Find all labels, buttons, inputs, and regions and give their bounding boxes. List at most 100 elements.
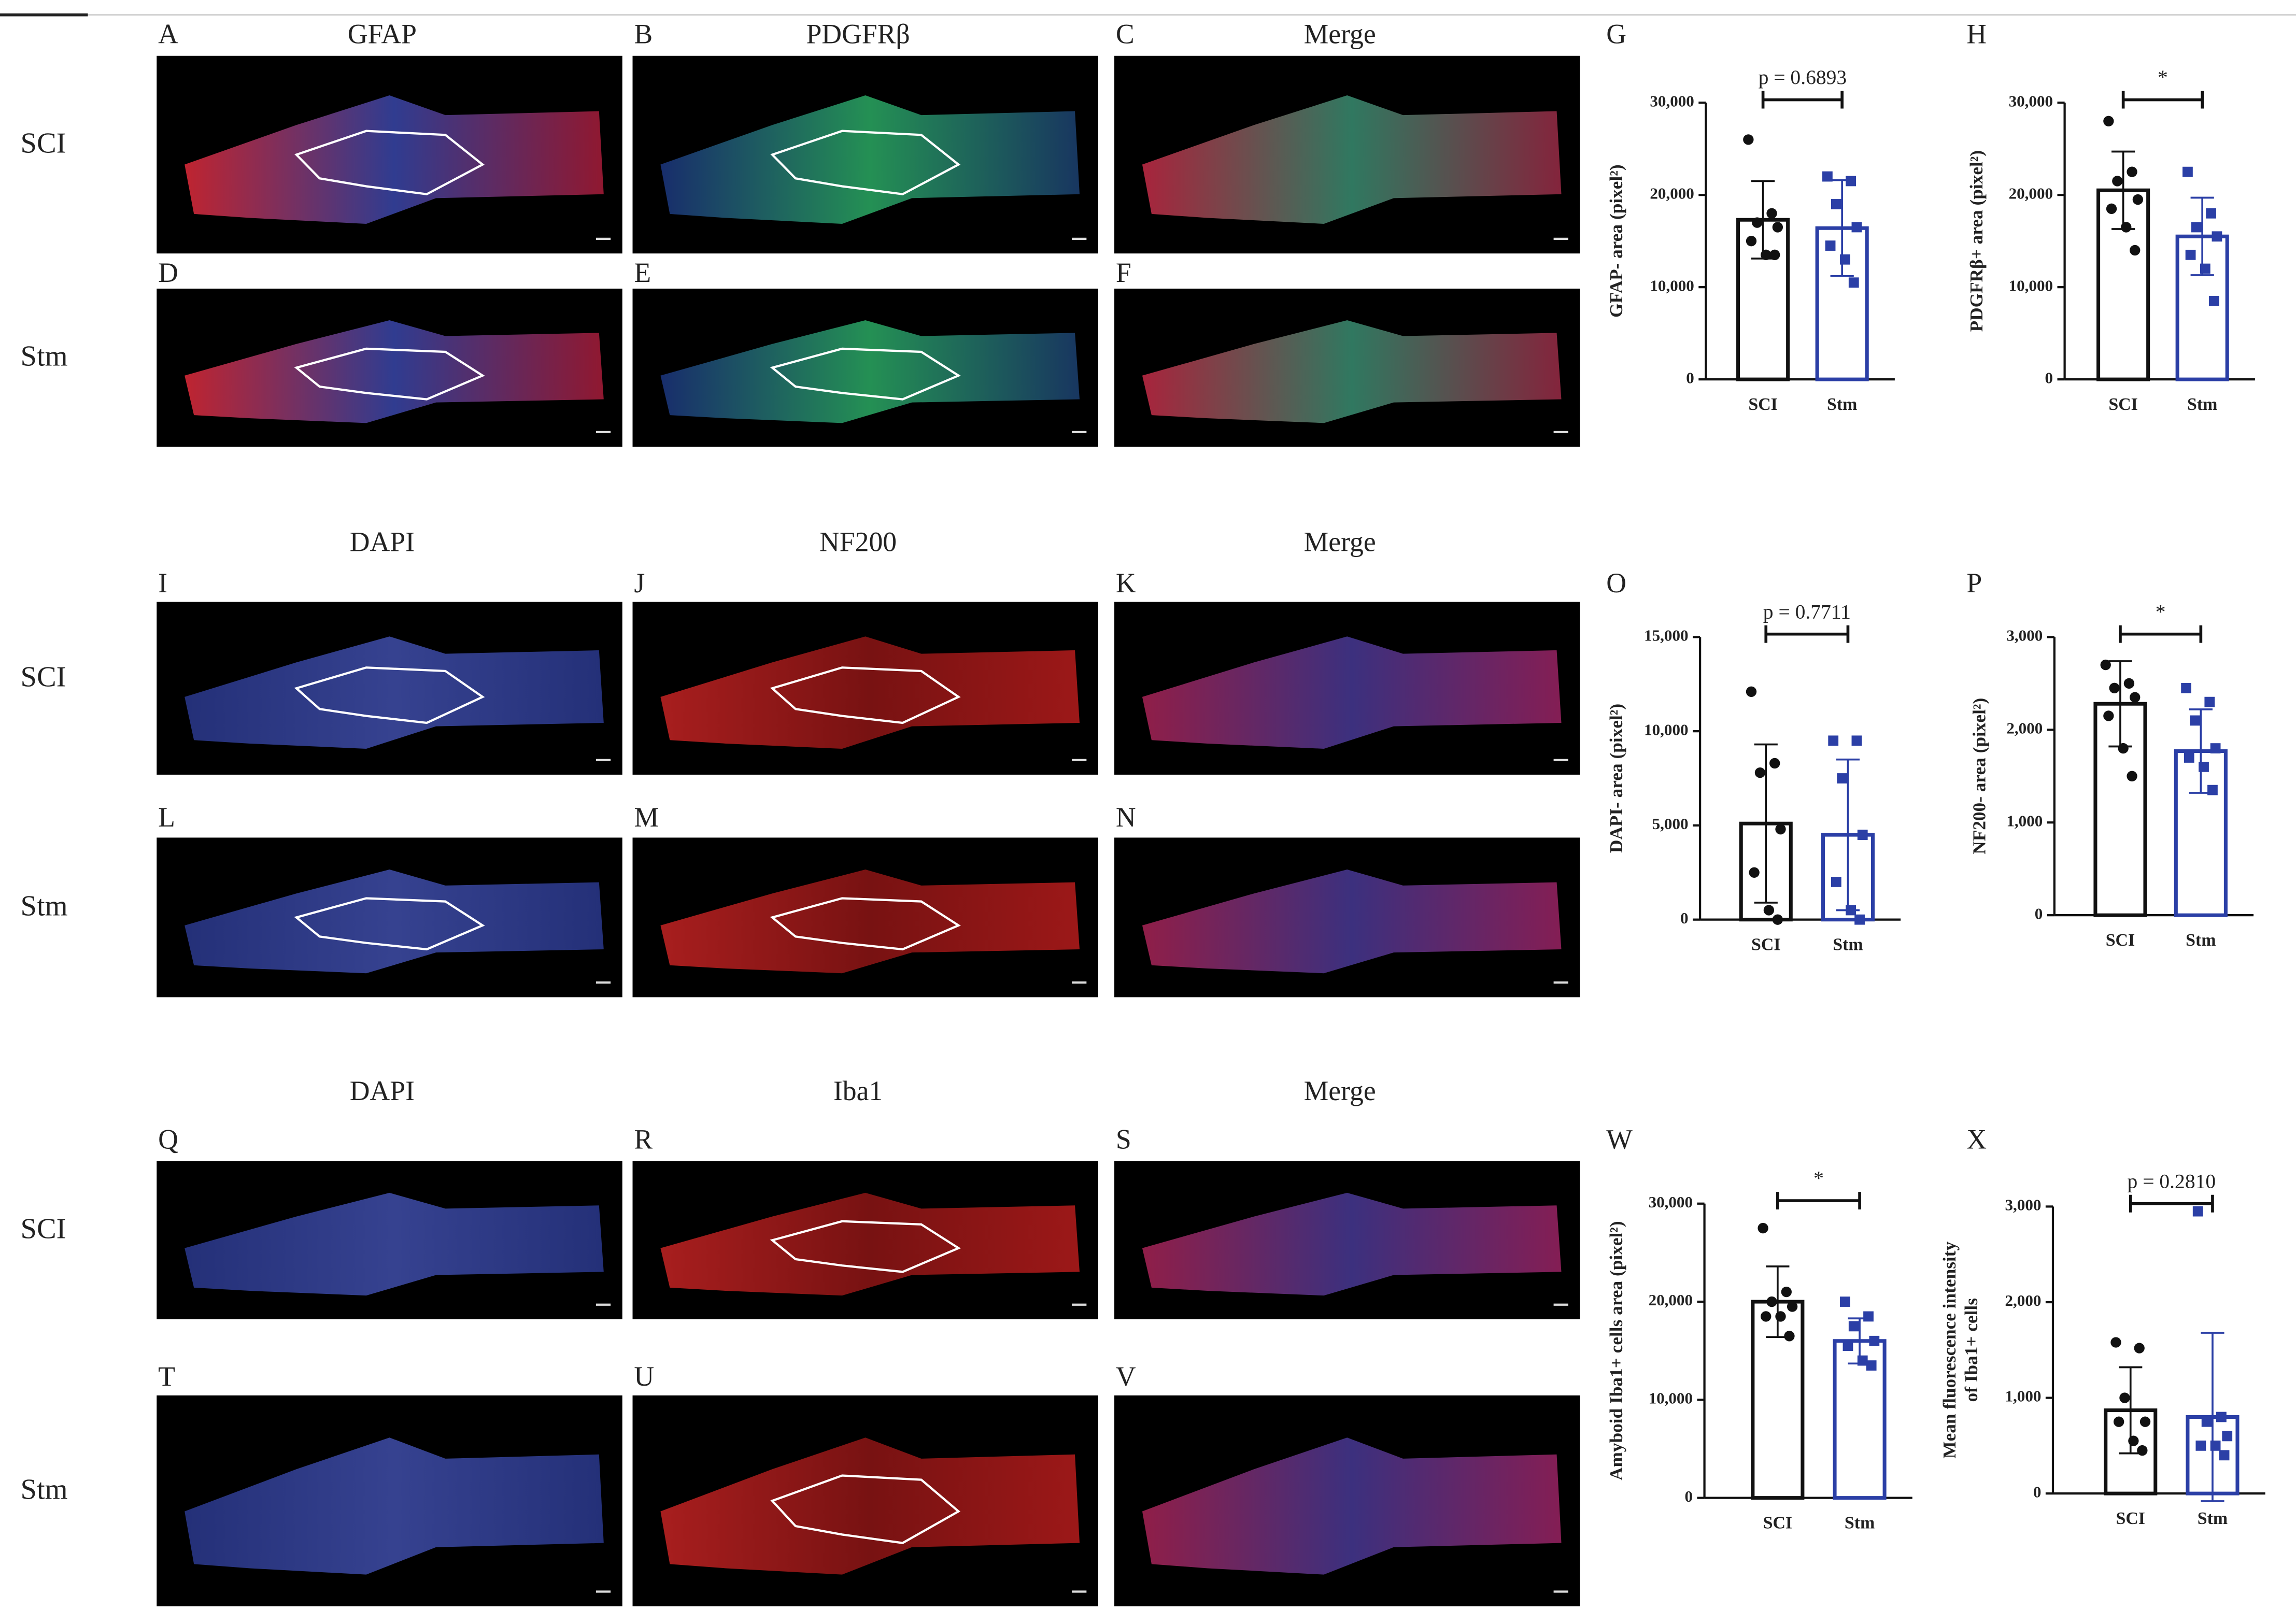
row-label: Stm	[21, 1473, 68, 1505]
data-point	[1772, 222, 1783, 233]
significance-label: *	[1813, 1167, 1824, 1190]
data-point	[2123, 678, 2135, 689]
data-point	[2127, 166, 2137, 177]
data-point	[1754, 767, 1766, 778]
data-point	[2182, 166, 2193, 177]
tissue	[660, 870, 1080, 974]
data-point	[2207, 785, 2218, 795]
panel-letter: L	[158, 802, 175, 833]
data-point	[2128, 1435, 2139, 1446]
data-point	[2109, 682, 2120, 693]
column-title: Merge	[1304, 18, 1376, 49]
data-point	[2103, 710, 2114, 721]
y-axis-label: DAPI- area (pixel²)	[1606, 704, 1626, 853]
tissue	[660, 95, 1080, 224]
error-bar	[1754, 743, 1778, 904]
y-tick-label: 0	[2033, 1483, 2042, 1501]
data-point	[1761, 249, 1771, 261]
data-point	[1857, 830, 1868, 840]
panel-letter: G	[1606, 18, 1626, 49]
y-tick-label: 30,000	[1650, 92, 1694, 110]
significance-bracket	[1761, 91, 1844, 109]
panel-letter: K	[1116, 567, 1136, 599]
tissue	[1142, 320, 1562, 423]
column-title: PDGFRβ	[806, 18, 910, 49]
panel-letter: A	[158, 18, 178, 49]
tissue	[185, 1192, 604, 1296]
x-tick-label: SCI	[2116, 1509, 2145, 1528]
significance-bracket	[2119, 625, 2203, 643]
data-point	[2212, 231, 2222, 242]
x-tick-label: SCI	[2106, 931, 2135, 950]
significance-label: p = 0.2810	[2128, 1170, 2216, 1192]
data-point	[2208, 295, 2219, 306]
data-point	[1843, 1341, 1853, 1351]
data-point	[2206, 208, 2217, 219]
data-point	[2103, 116, 2114, 126]
data-point	[1766, 1296, 1777, 1307]
tissue	[660, 636, 1080, 749]
significance-label: p = 0.7711	[1763, 600, 1851, 623]
data-point	[1831, 877, 1841, 887]
data-point	[1837, 773, 1848, 783]
data-point	[2184, 752, 2194, 763]
y-tick-label: 20,000	[2009, 184, 2053, 202]
data-point	[1854, 914, 1865, 925]
y-axis-label: Mean fluorescence intensity	[1939, 1241, 1960, 1458]
panel-letter: N	[1116, 802, 1136, 833]
data-point	[2181, 682, 2191, 693]
lesion-outline	[770, 347, 961, 401]
lesion-outline	[770, 897, 961, 951]
data-point	[1839, 1297, 1850, 1307]
data-point	[2192, 1206, 2203, 1217]
column-title: DAPI	[350, 1075, 415, 1106]
y-tick-label: 30,000	[2009, 92, 2053, 110]
data-point	[1828, 735, 1839, 746]
data-point	[2119, 1392, 2130, 1403]
x-tick-label: SCI	[1748, 395, 1778, 414]
data-point	[2222, 1431, 2233, 1442]
data-point	[2200, 263, 2210, 274]
data-point	[1869, 1335, 1880, 1346]
lesion-outline	[294, 666, 485, 724]
tissue	[660, 1437, 1080, 1575]
y-tick-label: 10,000	[1644, 720, 1688, 738]
data-point	[1766, 208, 1777, 219]
data-point	[1831, 199, 1841, 209]
data-point	[2137, 1445, 2148, 1456]
y-tick-label: 3,000	[2006, 626, 2043, 645]
y-tick-label: 15,000	[1644, 626, 1688, 645]
x-tick-label: SCI	[2108, 395, 2138, 414]
data-point	[1743, 134, 1754, 145]
data-point	[1822, 171, 1833, 182]
y-axis-label: Amyboid Iba1+ cells area (pixel²)	[1606, 1221, 1626, 1480]
data-point	[2195, 1440, 2206, 1451]
y-axis-label: PDGFRβ+ area (pixel²)	[1966, 150, 1987, 332]
y-tick-label: 0	[1686, 368, 1694, 387]
significance-bracket	[1764, 625, 1850, 643]
data-point	[1839, 254, 1850, 265]
data-point	[1851, 222, 1862, 233]
tissue	[660, 1192, 1080, 1296]
data-point	[1848, 277, 1859, 288]
y-tick-label: 3,000	[2005, 1196, 2042, 1214]
x-tick-label: Stm	[1845, 1513, 1875, 1532]
panel-letter: B	[634, 18, 653, 49]
data-point	[1825, 240, 1836, 251]
data-point	[1846, 176, 1856, 187]
y-tick-label: 20,000	[1650, 184, 1694, 202]
data-point	[2112, 176, 2123, 187]
x-tick-label: Stm	[1827, 395, 1857, 414]
tissue	[185, 636, 604, 749]
data-point	[1781, 1286, 1792, 1298]
data-point	[2191, 222, 2202, 233]
panel-letter: W	[1606, 1123, 1633, 1155]
y-tick-label: 0	[1680, 909, 1689, 927]
x-tick-label: SCI	[1763, 1513, 1793, 1532]
panel-letter: Q	[158, 1123, 178, 1155]
lesion-outline	[770, 666, 961, 724]
significance-label: *	[2158, 66, 2168, 89]
panel-letter: T	[158, 1361, 175, 1392]
data-point	[1784, 1331, 1795, 1342]
